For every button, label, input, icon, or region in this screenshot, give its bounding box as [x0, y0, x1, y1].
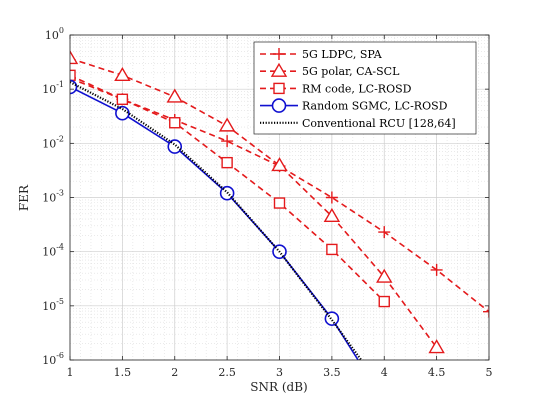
plus-marker: [483, 305, 489, 318]
x-tick-label: 3.5: [323, 366, 341, 379]
legend-entry: Random SGMC, LC-ROSD: [260, 98, 448, 113]
plus-marker: [378, 226, 391, 239]
y-tick-label: 10-2: [42, 134, 64, 150]
series-line: [70, 81, 363, 360]
square-marker: [169, 117, 181, 129]
square-marker: [378, 295, 390, 308]
x-tick-label: 1: [67, 366, 74, 379]
y-tick-label: 10-5: [42, 297, 64, 313]
x-tick-label: 3: [276, 366, 283, 379]
x-axis-label: SNR (dB): [250, 380, 307, 394]
series-line: [70, 77, 489, 313]
plus-marker: [273, 48, 285, 60]
triangle-marker: [70, 49, 79, 65]
plus-marker: [221, 135, 234, 148]
y-tick-label: 10-4: [42, 243, 64, 259]
axes-frame: [69, 34, 490, 361]
y-tick-label: 10-6: [42, 351, 64, 367]
square-marker: [116, 93, 129, 106]
triangle-marker: [114, 66, 131, 82]
square-marker: [70, 69, 76, 82]
circle-marker: [70, 79, 78, 95]
circle-marker: [324, 311, 340, 326]
legend-label: Conventional RCU [128,64]: [302, 117, 456, 130]
y-tick-label: 10-1: [42, 80, 64, 96]
plus-marker: [430, 263, 443, 276]
x-tick-label: 4.5: [428, 366, 446, 379]
x-tick-label: 2.5: [218, 366, 236, 379]
series-2: [70, 69, 390, 308]
square-marker: [326, 243, 338, 256]
series-layer: [70, 49, 489, 360]
series-line: [70, 57, 438, 348]
series-4: [70, 81, 363, 360]
square-marker: [273, 197, 286, 209]
y-tick-labels: 100 10-1 10-2 10-3 10-4 10-5 10-6: [42, 26, 64, 367]
triangle-marker: [270, 62, 288, 77]
legend-entry: 5G polar, CA-SCL: [260, 62, 400, 78]
legend-entry: 5G LDPC, SPA: [260, 48, 383, 61]
legend-label: 5G polar, CA-SCL: [302, 65, 400, 78]
legend-label: RM code, LC-ROSD: [302, 82, 412, 95]
square-marker: [273, 82, 285, 95]
x-tick-labels: 1 1.5 2 2.5 3 3.5 4 4.5 5: [67, 366, 493, 379]
triangle-marker: [428, 339, 445, 354]
circle-marker: [167, 139, 183, 154]
x-tick-label: 4: [381, 366, 388, 379]
y-tick-label: 100: [45, 26, 64, 42]
series-1: [70, 49, 445, 354]
legend: 5G LDPC, SPA 5G polar, CA-SCL RM code, LC-…: [253, 41, 477, 135]
plus-marker: [325, 191, 338, 204]
y-tick-label: 10-3: [42, 189, 64, 205]
legend-label: Random SGMC, LC-ROSD: [302, 100, 448, 113]
circle-marker: [271, 98, 287, 113]
x-tick-label: 5: [486, 366, 493, 379]
legend-entry: Conventional RCU [128,64]: [260, 117, 456, 130]
square-marker: [221, 156, 233, 169]
triangle-marker: [218, 117, 236, 132]
triangle-marker: [271, 157, 288, 172]
y-axis-label: FER: [17, 184, 31, 211]
x-tick-label: 1.5: [114, 366, 132, 379]
triangle-marker: [376, 268, 393, 283]
triangle-marker: [323, 207, 341, 222]
x-tick-label: 2: [171, 366, 178, 379]
triangle-marker: [166, 88, 183, 103]
legend-label: 5G LDPC, SPA: [302, 48, 383, 61]
legend-entry: RM code, LC-ROSD: [260, 82, 412, 95]
